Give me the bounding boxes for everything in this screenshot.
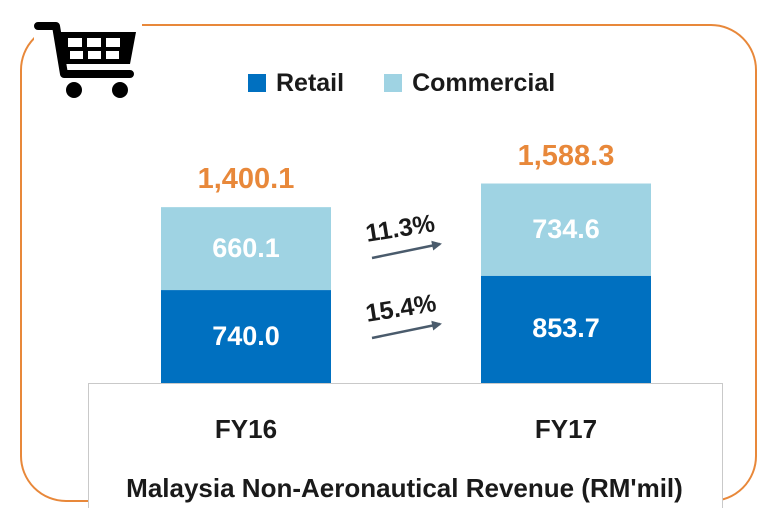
growth-arrow-commercial — [371, 240, 442, 260]
growth-arrow-retail — [371, 320, 442, 340]
legend-label-retail: Retail — [276, 68, 345, 97]
legend-item-commercial: Commercial — [384, 69, 555, 98]
legend: Retail Commercial — [248, 66, 595, 100]
total-label-fy16: 1,400.1 — [197, 163, 295, 196]
shopping-cart-icon — [34, 12, 142, 102]
legend-swatch-commercial — [384, 74, 403, 92]
bar-commercial-fy17 — [481, 183, 651, 276]
data-label-commercial-fy17: 734.6 — [532, 213, 600, 244]
total-label-fy17: 1,588.3 — [517, 139, 615, 172]
data-label-retail-fy16: 740.0 — [212, 320, 280, 351]
data-label-retail-fy17: 853.7 — [532, 313, 600, 344]
x-tick-label-fy17: FY17 — [534, 414, 598, 444]
bar-retail-fy16 — [161, 290, 331, 383]
legend-label-commercial: Commercial — [412, 68, 556, 97]
legend-swatch-retail — [248, 74, 266, 92]
bar-commercial-fy16 — [161, 207, 331, 291]
legend-item-retail: Retail — [248, 69, 344, 98]
category-base-panel — [88, 383, 723, 508]
data-label-commercial-fy16: 660.1 — [212, 232, 280, 263]
bar-retail-fy17 — [481, 275, 651, 383]
chart-title: Malaysia Non-Aeronautical Revenue (RM'mi… — [126, 473, 683, 503]
x-tick-label-fy16: FY16 — [214, 414, 278, 444]
